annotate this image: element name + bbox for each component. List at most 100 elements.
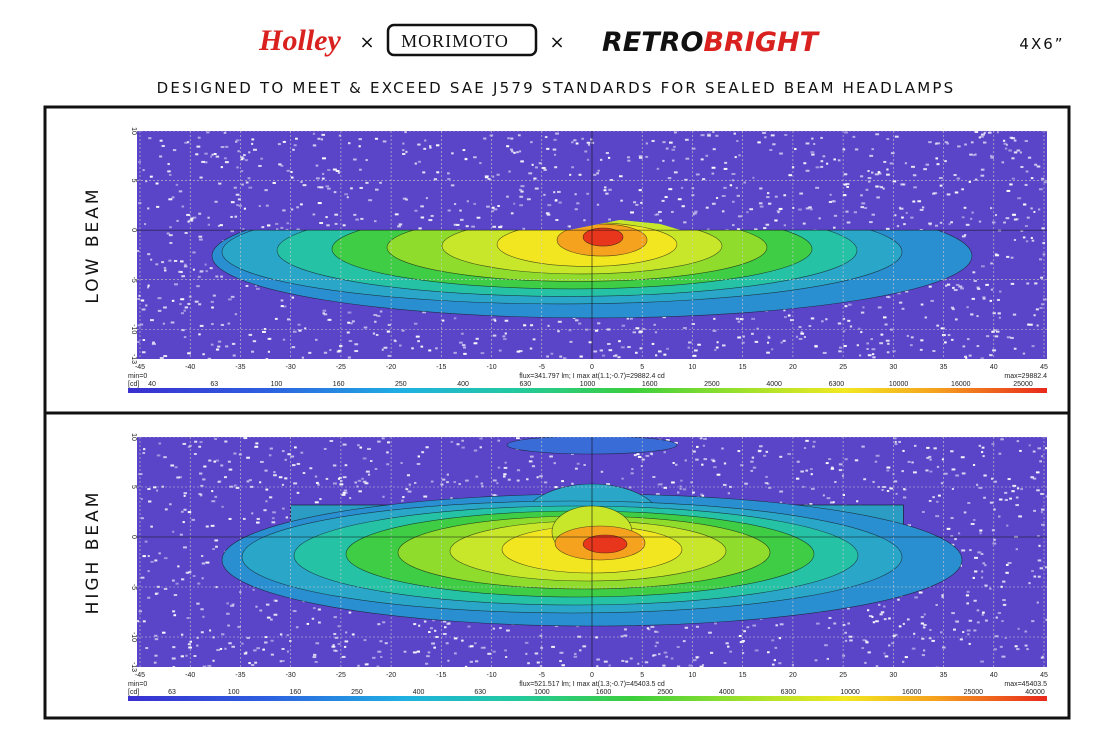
noise (317, 483, 320, 486)
noise (652, 476, 656, 479)
noise (990, 156, 994, 159)
x-tick-label: -10 (486, 672, 496, 679)
noise (475, 475, 479, 478)
noise (917, 200, 922, 203)
noise (691, 147, 696, 150)
noise (168, 198, 173, 201)
noise (1037, 559, 1042, 562)
noise (260, 157, 264, 160)
noise (961, 549, 966, 552)
noise (774, 646, 778, 649)
y-tick-label: 5 (130, 485, 137, 489)
noise (739, 641, 744, 644)
noise (274, 599, 278, 602)
noise (903, 488, 907, 491)
noise (499, 627, 502, 630)
noise (329, 349, 332, 352)
noise (601, 354, 606, 357)
noise (273, 613, 278, 616)
noise (968, 180, 971, 183)
noise (241, 642, 244, 645)
noise (247, 177, 251, 180)
noise (351, 633, 355, 636)
noise (429, 627, 433, 630)
noise (264, 469, 268, 472)
noise (989, 587, 992, 590)
noise (737, 450, 741, 453)
noise (981, 611, 985, 614)
noise (1007, 478, 1011, 481)
noise (990, 262, 993, 265)
noise (950, 221, 953, 224)
noise (191, 518, 196, 521)
noise (973, 629, 977, 632)
noise (950, 534, 954, 537)
noise (837, 159, 841, 162)
noise (621, 659, 625, 662)
noise (231, 603, 235, 606)
noise (429, 145, 432, 148)
noise (912, 174, 917, 177)
noise (237, 198, 241, 201)
brand-holley: Holley (258, 24, 341, 57)
noise (980, 553, 984, 556)
noise (871, 148, 874, 151)
noise (783, 309, 786, 312)
noise (763, 454, 767, 457)
noise (1045, 447, 1047, 450)
noise (141, 351, 146, 354)
noise (424, 139, 427, 142)
noise (526, 478, 529, 481)
noise (956, 620, 960, 623)
noise (250, 664, 255, 667)
noise (156, 454, 161, 457)
noise (808, 206, 812, 209)
noise (323, 351, 328, 354)
noise (176, 219, 179, 222)
noise (530, 324, 534, 327)
noise (976, 609, 980, 612)
noise (571, 166, 575, 169)
noise (810, 151, 815, 154)
noise (155, 263, 159, 266)
noise (546, 355, 549, 358)
noise (145, 647, 149, 650)
noise (417, 455, 421, 458)
noise (1042, 298, 1047, 301)
noise (893, 480, 898, 483)
noise (767, 335, 770, 338)
noise (428, 631, 431, 634)
noise (254, 661, 258, 664)
noise (147, 284, 150, 287)
noise (159, 357, 164, 359)
noise (192, 251, 196, 254)
noise (269, 447, 273, 450)
noise (865, 188, 869, 191)
noise (425, 197, 428, 200)
noise (261, 226, 265, 229)
noise (492, 627, 495, 630)
noise (590, 138, 593, 141)
noise (365, 159, 368, 162)
y-tick-label: -10 (130, 632, 137, 642)
noise (254, 445, 259, 448)
noise (339, 479, 343, 482)
noise (922, 626, 926, 629)
noise (1038, 544, 1041, 547)
noise (1004, 491, 1008, 494)
noise (779, 501, 783, 504)
noise (724, 161, 728, 164)
noise (402, 142, 405, 145)
noise (825, 318, 828, 321)
noise (479, 437, 483, 440)
noise (732, 224, 735, 227)
noise (642, 327, 646, 330)
noise (215, 155, 220, 158)
noise (944, 141, 948, 144)
noise (181, 205, 185, 208)
noise (185, 654, 188, 657)
noise (190, 219, 194, 222)
noise (605, 152, 609, 155)
noise (700, 158, 704, 161)
noise (587, 143, 590, 146)
